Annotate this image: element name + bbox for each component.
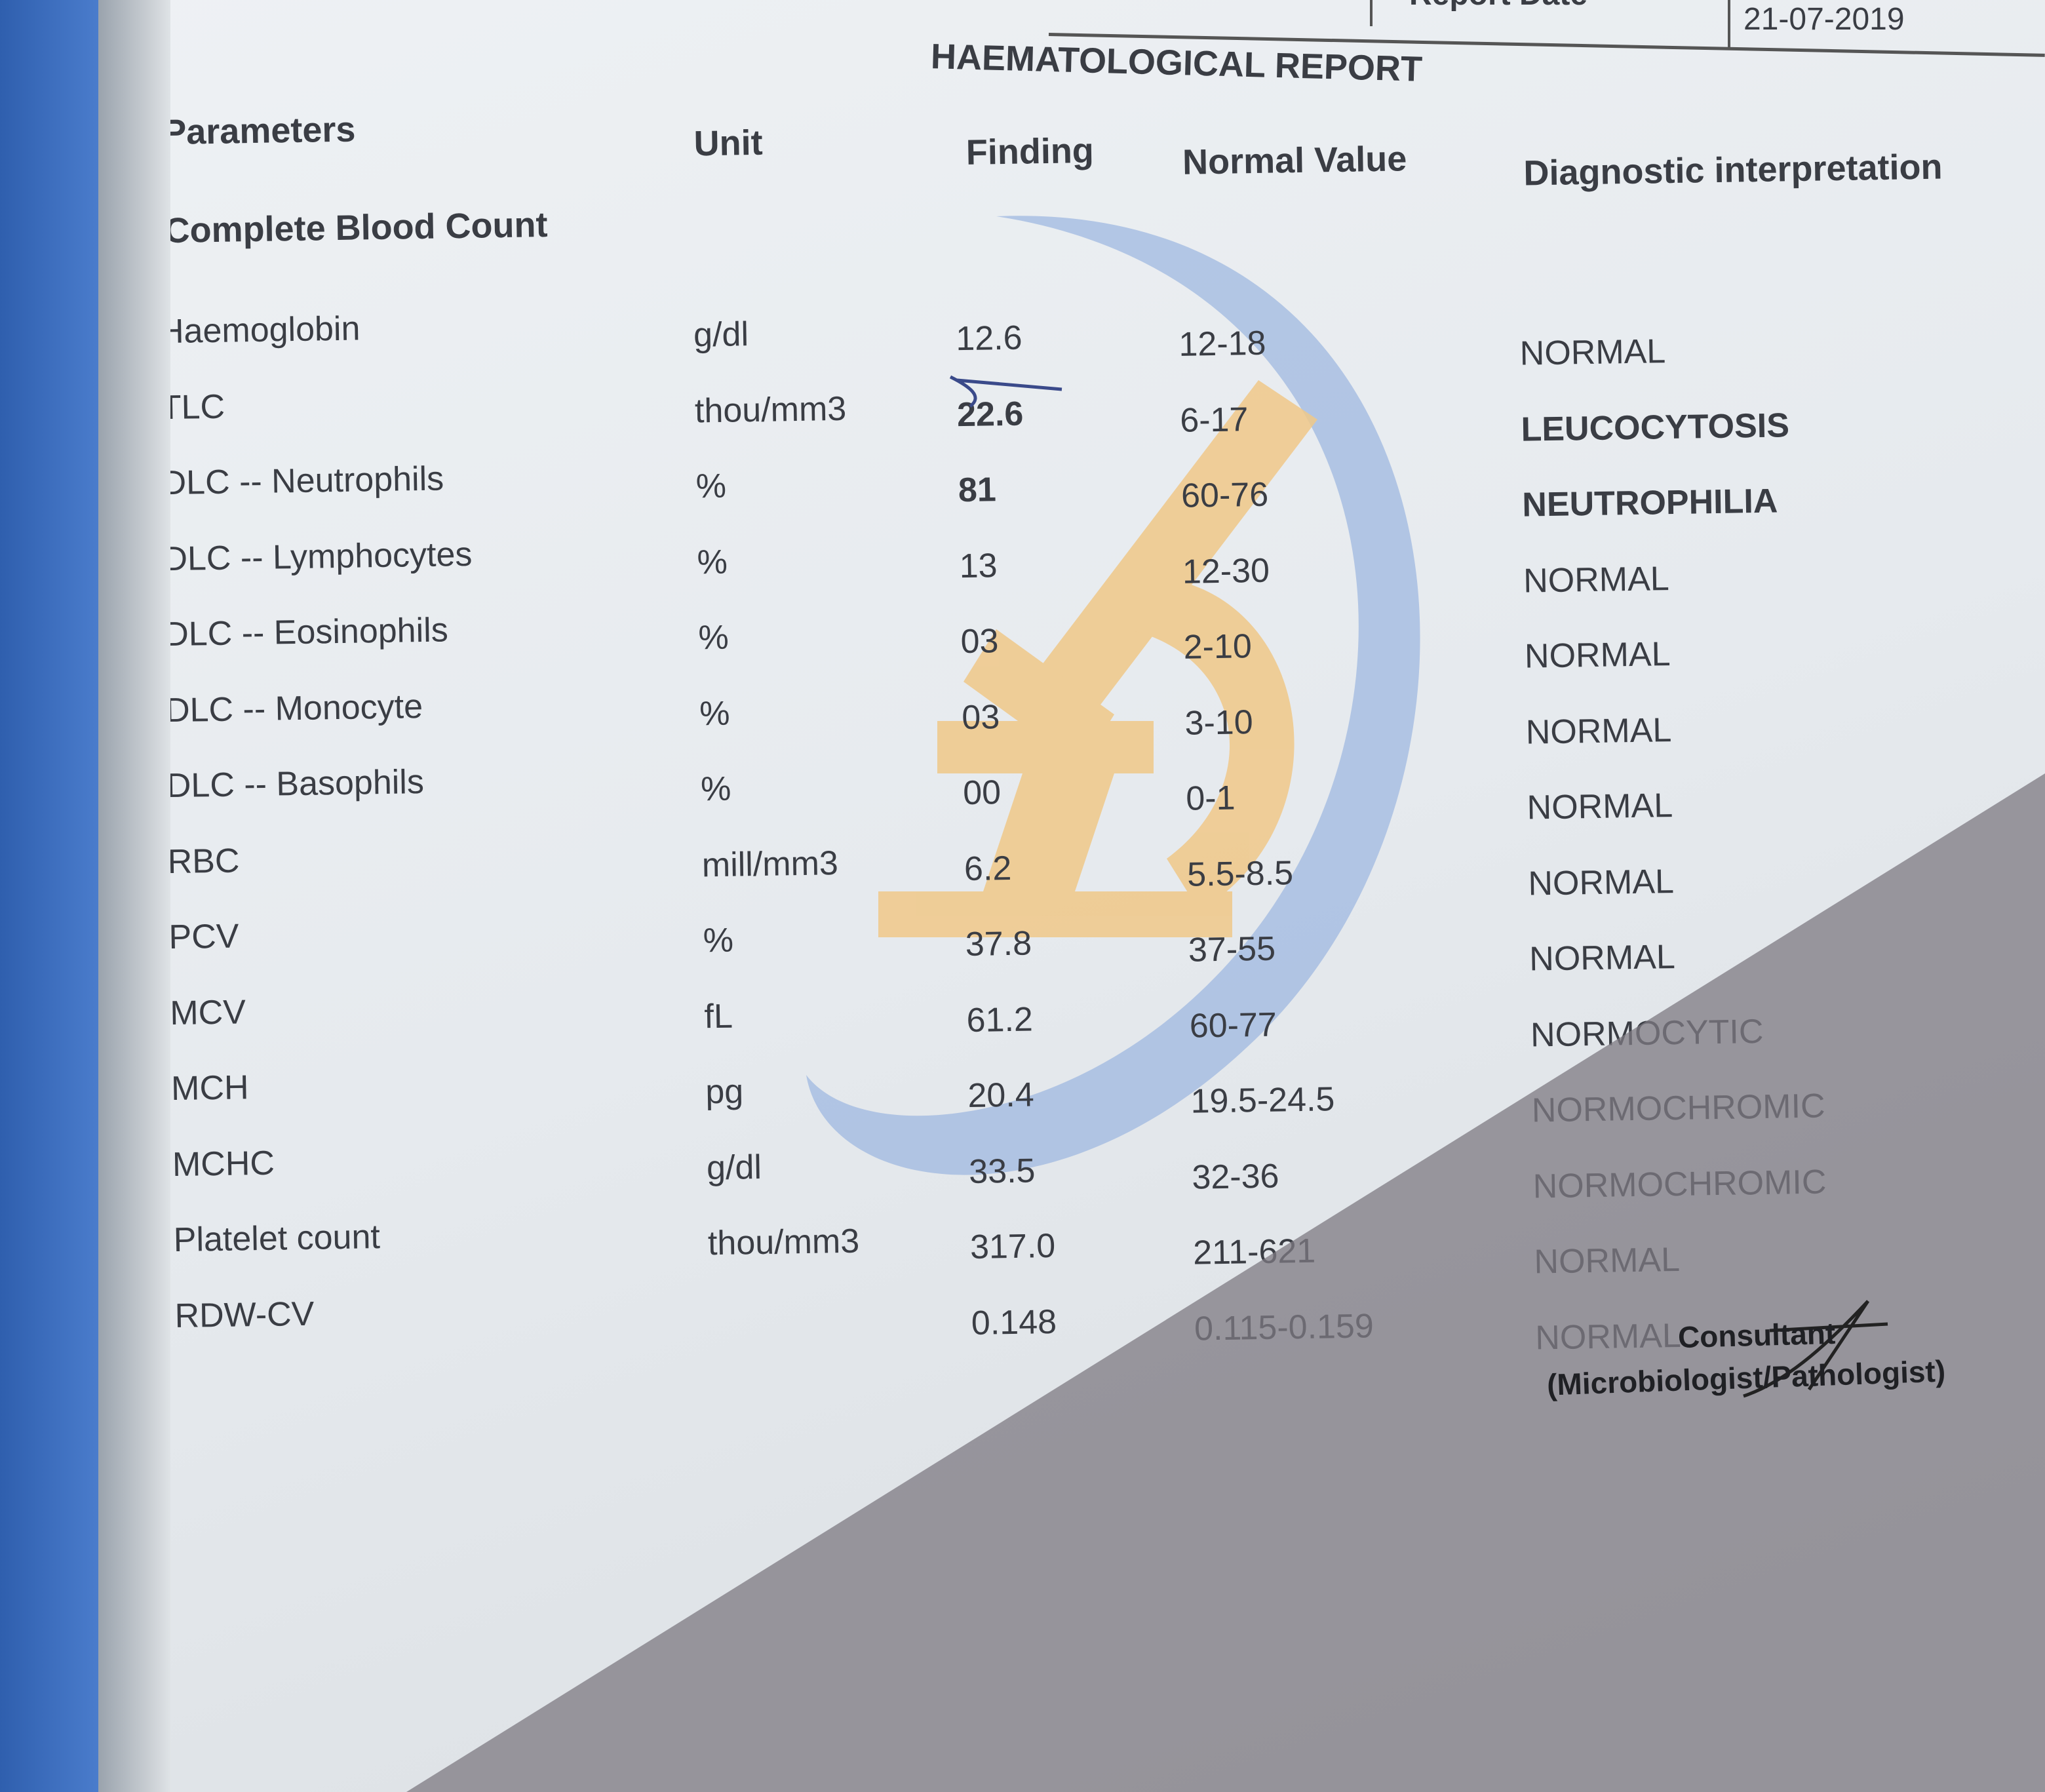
header-cell-border xyxy=(1370,0,1373,26)
row-interpretation: LEUCOCYTOSIS xyxy=(1521,406,1790,449)
row-interpretation: NORMAL xyxy=(1527,787,1673,827)
row-parameter: MCV xyxy=(169,992,246,1032)
row-parameter: RDW-CV xyxy=(174,1295,315,1335)
row-finding: 317.0 xyxy=(969,1226,1056,1266)
row-finding: 13 xyxy=(959,546,998,585)
row-unit: % xyxy=(700,769,731,809)
row-normal: 6-17 xyxy=(1179,400,1249,440)
row-normal: 3-10 xyxy=(1184,703,1254,743)
watermark-microscope xyxy=(878,380,1317,937)
row-normal: 5.5-8.5 xyxy=(1186,853,1294,894)
row-normal: 0-1 xyxy=(1185,779,1236,818)
row-finding: 20.4 xyxy=(967,1076,1035,1116)
row-unit: % xyxy=(695,467,727,506)
row-unit: % xyxy=(697,543,728,581)
row-parameter: Haemoglobin xyxy=(159,309,360,351)
row-parameter: DLC -- Lymphocytes xyxy=(162,535,473,578)
row-unit: g/dl xyxy=(693,315,749,355)
row-unit: % xyxy=(703,921,734,960)
row-unit: pg xyxy=(705,1072,744,1112)
col-header-finding: Finding xyxy=(965,130,1095,172)
page-margin-shadow xyxy=(98,0,170,1792)
watermark-arc xyxy=(806,216,1420,1175)
row-parameter: DLC -- Monocyte xyxy=(165,687,423,730)
row-normal: 60-77 xyxy=(1189,1005,1277,1045)
col-header-parameters: Parameters xyxy=(162,109,356,153)
row-finding: 61.2 xyxy=(966,1000,1034,1040)
col-header-interpretation: Diagnostic interpretation xyxy=(1523,147,1943,193)
row-finding: 22.6 xyxy=(956,395,1024,434)
signature-role: Consultant xyxy=(1677,1315,1836,1355)
section-heading: Complete Blood Count xyxy=(164,205,548,251)
row-parameter: DLC -- Eosinophils xyxy=(163,611,449,654)
row-parameter: PCV xyxy=(168,917,239,957)
row-finding: 81 xyxy=(958,471,997,510)
row-normal: 37-55 xyxy=(1188,929,1276,969)
row-normal: 19.5-24.5 xyxy=(1190,1080,1335,1121)
row-finding: 6.2 xyxy=(964,849,1012,888)
row-unit: thou/mm3 xyxy=(694,389,847,430)
row-finding: 03 xyxy=(960,622,999,661)
row-parameter: DLC -- Basophils xyxy=(166,762,425,806)
row-unit: g/dl xyxy=(706,1148,762,1187)
row-interpretation: NORMAL xyxy=(1525,711,1672,752)
row-interpretation: NORMAL xyxy=(1528,862,1675,903)
report-date-value: 21-07-2019 xyxy=(1743,2,1905,37)
row-normal: 2-10 xyxy=(1183,627,1253,667)
row-normal: 12-18 xyxy=(1178,324,1266,364)
row-parameter: DLC -- Neutrophils xyxy=(161,459,444,503)
row-interpretation: NORMAL xyxy=(1524,635,1671,676)
row-unit: % xyxy=(697,618,730,657)
row-finding: 12.6 xyxy=(955,319,1022,359)
row-parameter: MCH xyxy=(170,1068,249,1108)
row-normal: 60-76 xyxy=(1180,475,1269,515)
row-normal: 32-36 xyxy=(1191,1157,1279,1197)
binder-edge xyxy=(0,0,98,1792)
row-finding: 37.8 xyxy=(965,924,1032,964)
row-finding: 33.5 xyxy=(968,1151,1036,1191)
row-unit: % xyxy=(699,694,730,733)
row-finding: 00 xyxy=(962,773,1002,813)
row-finding: 0.148 xyxy=(971,1302,1057,1342)
row-interpretation: NORMAL xyxy=(1529,938,1676,979)
row-unit: fL xyxy=(704,997,733,1036)
row-unit: thou/mm3 xyxy=(707,1222,860,1263)
row-unit: mill/mm3 xyxy=(701,844,839,884)
report-date-label: Report Date xyxy=(1409,0,1587,12)
header-cell-border xyxy=(1728,0,1730,50)
row-interpretation: NORMAL xyxy=(1523,559,1670,600)
col-header-unit: Unit xyxy=(693,123,764,164)
col-header-normal-value: Normal Value xyxy=(1182,139,1407,182)
row-normal: 12-30 xyxy=(1182,551,1270,591)
row-parameter: Platelet count xyxy=(173,1218,381,1260)
row-interpretation: NORMAL xyxy=(1519,332,1666,373)
row-interpretation: NEUTROPHILIA xyxy=(1521,482,1778,524)
row-parameter: MCHC xyxy=(172,1144,275,1184)
row-finding: 03 xyxy=(961,697,1000,737)
row-parameter: RBC xyxy=(167,841,240,881)
